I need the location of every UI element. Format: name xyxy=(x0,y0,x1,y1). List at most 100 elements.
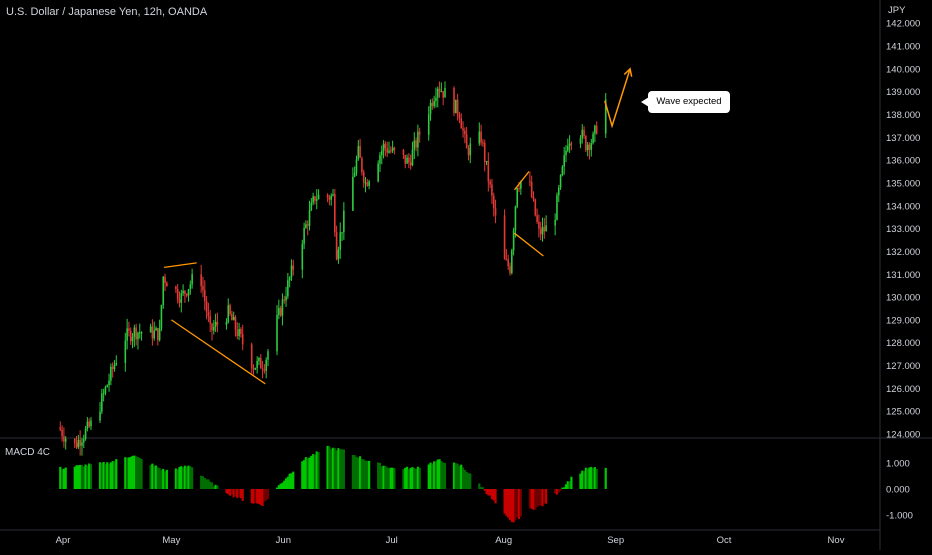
macd-bar xyxy=(456,463,459,489)
macd-bar xyxy=(84,464,87,489)
candle-body xyxy=(579,138,582,144)
candle-body xyxy=(138,332,141,334)
candle-body xyxy=(73,438,76,443)
macd-bar xyxy=(79,464,82,489)
price-tick-label: 142.000 xyxy=(886,19,920,30)
candle-body xyxy=(532,196,535,200)
macd-bar xyxy=(584,467,587,489)
macd-bar xyxy=(138,457,141,489)
candle-body xyxy=(586,144,589,151)
macd-bar xyxy=(463,470,466,489)
macd-bar xyxy=(252,489,255,504)
macd-bar xyxy=(555,489,559,495)
macd-bar xyxy=(358,456,362,489)
macd-bar xyxy=(458,465,461,489)
macd-bar xyxy=(187,465,190,489)
candle-body xyxy=(556,195,558,220)
macd-bar xyxy=(438,459,441,489)
macd-bar xyxy=(279,483,282,489)
candle-body xyxy=(509,266,511,274)
candle-body xyxy=(305,224,307,228)
macd-bar xyxy=(266,489,270,500)
candle-body xyxy=(236,329,239,337)
price-tick-label: 134.000 xyxy=(886,201,920,212)
macd-bar xyxy=(434,461,438,489)
candle-body xyxy=(393,147,396,150)
macd-bar xyxy=(225,489,228,494)
candle-body xyxy=(436,88,439,98)
macd-bar xyxy=(342,449,345,489)
macd-bar xyxy=(151,463,154,489)
candle-body xyxy=(514,206,517,231)
macd-bar xyxy=(127,457,131,489)
candle-body xyxy=(203,290,206,302)
candle-body xyxy=(326,194,329,198)
candle-body xyxy=(238,329,240,337)
macd-bar xyxy=(109,462,112,489)
candle-body xyxy=(536,215,538,222)
macd-bar xyxy=(591,468,595,489)
candle-body xyxy=(308,210,311,226)
candle-body xyxy=(530,182,533,197)
candle-body xyxy=(366,182,369,186)
macd-bar xyxy=(64,467,67,489)
candle-body xyxy=(256,360,258,368)
macd-bar xyxy=(131,455,134,489)
candle-body xyxy=(467,148,470,156)
macd-bar xyxy=(162,468,165,489)
macd-bar xyxy=(80,464,84,489)
price-tick-label: 141.000 xyxy=(886,42,920,53)
candle-body xyxy=(559,175,562,188)
macd-bar xyxy=(234,489,237,497)
candle-body xyxy=(290,265,293,278)
macd-bar xyxy=(563,487,566,489)
candle-body xyxy=(124,340,127,363)
candle-body xyxy=(310,202,313,211)
candle-body xyxy=(595,125,598,134)
macd-bar xyxy=(330,449,333,489)
macd-bar xyxy=(86,465,89,489)
candle-body xyxy=(133,327,136,338)
candle-body xyxy=(505,259,508,261)
candle-body xyxy=(101,393,103,412)
macd-bar xyxy=(564,484,568,489)
macd-bar xyxy=(588,467,591,489)
macd-bar xyxy=(292,471,295,489)
candle-body xyxy=(431,102,434,106)
candle-body xyxy=(158,328,161,341)
macd-bar xyxy=(387,468,391,489)
macd-bar xyxy=(158,467,161,489)
macd-bar xyxy=(517,489,521,520)
macd-bar xyxy=(230,489,233,495)
candle-body xyxy=(585,135,587,151)
price-tick-label: 140.000 xyxy=(886,64,920,75)
macd-bar xyxy=(328,446,331,489)
candle-body xyxy=(462,128,464,131)
time-tick-label: Jun xyxy=(276,535,291,546)
macd-bar xyxy=(210,482,214,489)
candle-body xyxy=(494,208,497,216)
macd-bar xyxy=(508,489,512,520)
macd-bar xyxy=(411,467,414,489)
candle-body xyxy=(483,142,486,162)
candle-body xyxy=(140,332,143,334)
candle-body xyxy=(545,225,547,232)
candle-body xyxy=(352,176,354,211)
macd-bar xyxy=(461,467,465,489)
macd-bar xyxy=(528,489,531,509)
candle-body xyxy=(427,114,430,135)
drawings-group xyxy=(164,67,633,385)
macd-bar xyxy=(156,467,159,489)
candle-body xyxy=(276,314,278,352)
candle-body xyxy=(487,160,490,182)
candle-body xyxy=(570,143,573,145)
macd-bar xyxy=(554,489,557,494)
macd-bar xyxy=(337,448,340,489)
macd-bar xyxy=(205,479,208,489)
candle-body xyxy=(111,366,114,370)
macd-bar xyxy=(561,487,564,489)
macd-bar xyxy=(163,471,167,489)
candle-body xyxy=(110,366,112,381)
candle-body xyxy=(355,159,358,173)
candle-body xyxy=(241,334,244,345)
